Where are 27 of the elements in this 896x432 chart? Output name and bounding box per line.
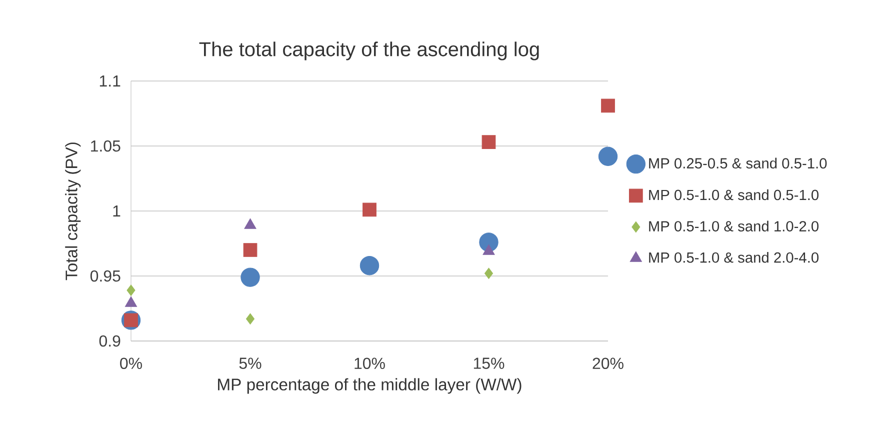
point: [482, 135, 496, 150]
chart-title: The total capacity of the ascending log: [199, 42, 539, 60]
y-tick-label: 1.1: [100, 76, 120, 86]
point: [246, 313, 255, 324]
x-tick-label: 10%: [354, 358, 385, 370]
legend-label: MP 0.5-1.0 & sand 0.5-1.0: [649, 189, 819, 200]
legend-label: MP 0.25-0.5 & sand 0.5-1.0: [649, 158, 827, 169]
legend-label: MP 0.5-1.0 & sand 1.0-2.0: [649, 220, 819, 232]
y-tick-label: 0.95: [90, 270, 120, 282]
point: [360, 256, 380, 276]
y-tick-label: 1: [113, 206, 120, 216]
x-tick-label: 20%: [592, 358, 624, 370]
x-axis-title: MP percentage of the middle layer (W/W): [218, 378, 522, 394]
point: [484, 268, 494, 280]
x-tick-label: 15%: [474, 358, 504, 369]
point: [601, 98, 615, 113]
legend-label: MP 0.5-1.0 & sand 2.0-4.0: [649, 252, 819, 263]
x-tick-label: 0%: [120, 358, 142, 370]
point: [598, 146, 618, 166]
point: [126, 284, 136, 296]
y-axis-title: Total capacity (PV): [65, 142, 81, 280]
point: [240, 268, 260, 287]
y-tick-label: 0.9: [99, 335, 120, 347]
x-tick-label: 5%: [239, 358, 262, 369]
y-tick-label: 1.05: [91, 140, 120, 152]
point: [362, 202, 376, 217]
point: [243, 243, 258, 257]
